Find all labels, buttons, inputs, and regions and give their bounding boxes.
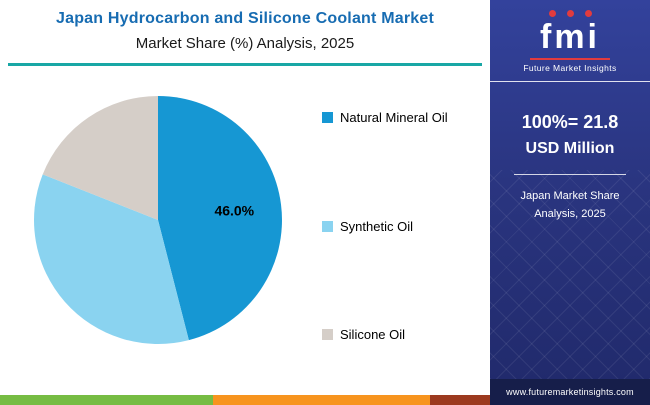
fmi-logo: fmi Future Market Insights xyxy=(490,0,650,82)
logo-person-icon xyxy=(566,10,574,17)
sidebar-divider xyxy=(514,174,626,175)
title-underline xyxy=(8,63,482,66)
logo-red-bar xyxy=(530,58,610,60)
logo-people-icons xyxy=(490,10,650,17)
pie-slice-0 xyxy=(158,96,282,341)
logo-text: fmi xyxy=(540,18,600,56)
stripe-segment-1 xyxy=(213,395,431,405)
legend-swatch-silicone-oil xyxy=(322,329,333,340)
legend-item: Natural Mineral Oil xyxy=(322,110,448,125)
chart-row: 46.0% Natural Mineral Oil Synthetic Oil … xyxy=(0,90,490,350)
pie-chart: 46.0% xyxy=(34,96,282,344)
footer-url: www.futuremarketinsights.com xyxy=(506,387,634,397)
pie-slice-2 xyxy=(42,96,158,220)
sidebar-note-line2: Analysis, 2025 xyxy=(534,207,606,220)
page-title: Japan Hydrocarbon and Silicone Coolant M… xyxy=(56,10,434,27)
legend-item: Synthetic Oil xyxy=(322,219,448,234)
pie-data-label: 46.0% xyxy=(214,202,254,218)
legend-label: Silicone Oil xyxy=(340,327,406,342)
logo-person-icon xyxy=(584,10,592,17)
legend-item: Silicone Oil xyxy=(322,327,448,342)
stripe-segment-0 xyxy=(0,395,214,405)
pie-slice-1 xyxy=(34,174,189,344)
sidebar-footer: www.futuremarketinsights.com xyxy=(490,379,650,405)
stat-value: 100%= 21.8 xyxy=(521,112,619,132)
page-subtitle: Market Share (%) Analysis, 2025 xyxy=(135,35,355,52)
stat-block: 100%= 21.8 USD Million xyxy=(522,112,619,158)
sidebar: fmi Future Market Insights 100%= 21.8 US… xyxy=(490,0,650,405)
legend-swatch-natural-mineral-oil xyxy=(322,112,333,123)
logo-person-icon xyxy=(548,10,556,17)
stat-unit: USD Million xyxy=(525,140,615,157)
bottom-stripe xyxy=(0,395,490,405)
legend-label: Natural Mineral Oil xyxy=(340,110,448,125)
title-block: Japan Hydrocarbon and Silicone Coolant M… xyxy=(0,0,490,52)
sidebar-note-line1: Japan Market Share xyxy=(520,190,620,202)
legend-label: Synthetic Oil xyxy=(340,218,413,234)
logo-subtext: Future Market Insights xyxy=(523,63,617,73)
stripe-segment-2 xyxy=(430,395,490,405)
chart-legend: Natural Mineral Oil Synthetic Oil Silico… xyxy=(322,110,448,342)
sidebar-note: Japan Market Share Analysis, 2025 xyxy=(520,188,619,223)
chart-panel: Japan Hydrocarbon and Silicone Coolant M… xyxy=(0,0,490,405)
legend-swatch-synthetic-oil xyxy=(322,220,333,232)
